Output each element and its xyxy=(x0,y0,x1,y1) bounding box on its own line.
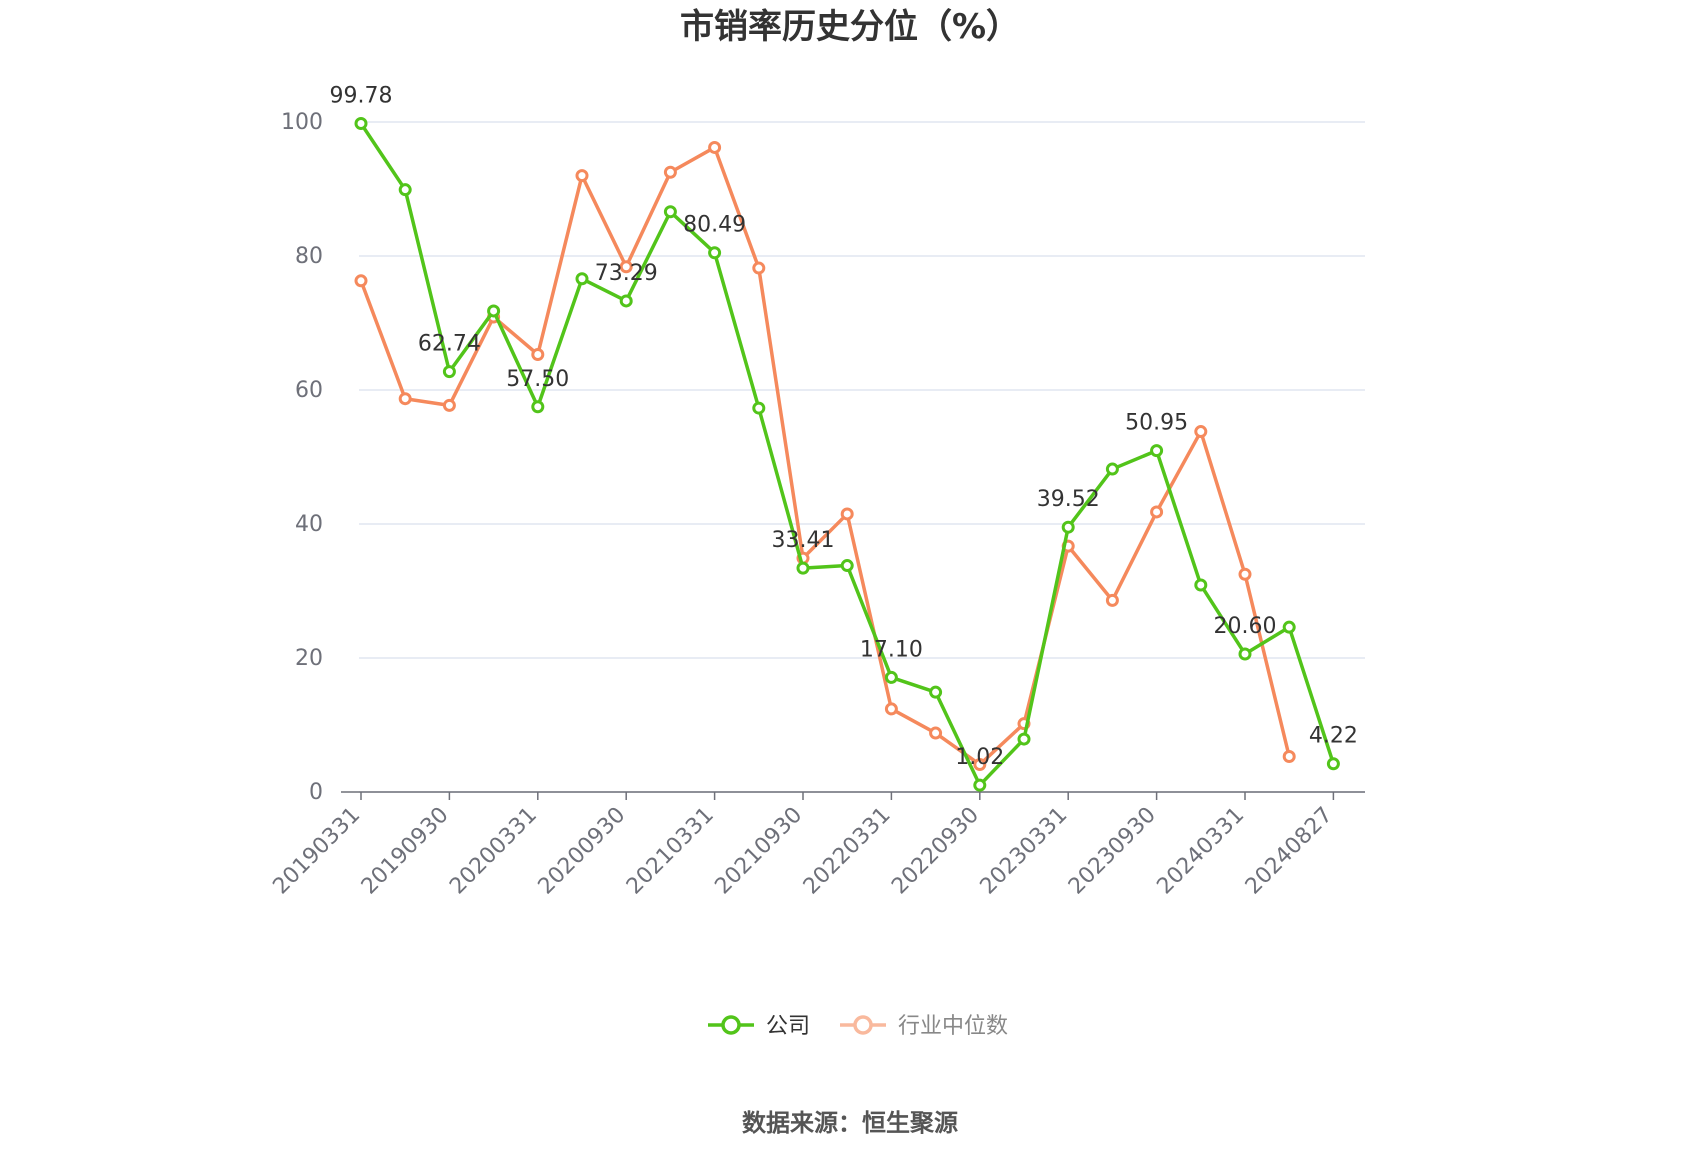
data-point[interactable] xyxy=(442,365,456,379)
data-point[interactable] xyxy=(1194,425,1208,439)
x-tick-label: 20230930 xyxy=(1064,803,1161,900)
data-point[interactable] xyxy=(708,246,722,260)
y-tick-label: 0 xyxy=(309,780,323,805)
data-point[interactable] xyxy=(1282,749,1296,763)
x-tick-label: 20240827 xyxy=(1241,803,1338,900)
data-point[interactable] xyxy=(1238,567,1252,581)
data-point[interactable] xyxy=(1105,593,1119,607)
data-point[interactable] xyxy=(884,702,898,716)
x-tick-label: 20200930 xyxy=(534,803,631,900)
data-point[interactable] xyxy=(929,726,943,740)
data-point[interactable] xyxy=(575,169,589,183)
data-point[interactable] xyxy=(840,507,854,521)
data-point[interactable] xyxy=(929,685,943,699)
data-point[interactable] xyxy=(1017,732,1031,746)
data-point[interactable] xyxy=(619,260,633,274)
source-note: 数据来源：恒生聚源 xyxy=(742,1109,958,1137)
x-tick-label: 20200331 xyxy=(445,803,542,900)
data-point[interactable] xyxy=(752,401,766,415)
data-label: 50.95 xyxy=(1125,411,1188,436)
data-label: 4.22 xyxy=(1309,724,1358,749)
data-label: 20.60 xyxy=(1214,614,1277,639)
data-label: 99.78 xyxy=(330,83,393,108)
x-tick-label: 20190930 xyxy=(357,803,454,900)
data-label: 62.74 xyxy=(418,332,481,357)
x-tick-label: 20190331 xyxy=(268,803,365,900)
series-1 xyxy=(354,140,1296,772)
data-label: 80.49 xyxy=(683,213,746,238)
series-0 xyxy=(354,116,1340,792)
chart-title: 市销率历史分位（%） xyxy=(680,7,1020,47)
data-label: 17.10 xyxy=(860,637,923,662)
legend-label: 公司 xyxy=(766,1014,810,1039)
x-tick-label: 20220930 xyxy=(887,803,984,900)
data-point[interactable] xyxy=(1194,578,1208,592)
data-point[interactable] xyxy=(354,274,368,288)
grid-lines xyxy=(359,121,1365,793)
x-tick-label: 20210930 xyxy=(710,803,807,900)
legend-item-0[interactable]: 公司 xyxy=(708,1014,810,1039)
data-label: 73.29 xyxy=(595,261,658,286)
data-point[interactable] xyxy=(1105,462,1119,476)
data-point[interactable] xyxy=(575,272,589,286)
data-point[interactable] xyxy=(1150,444,1164,458)
data-point[interactable] xyxy=(708,140,722,154)
legend-label: 行业中位数 xyxy=(898,1014,1008,1039)
data-point[interactable] xyxy=(398,392,412,406)
y-tick-label: 100 xyxy=(281,110,323,135)
y-axis: 0 20 40 60 80 100 xyxy=(281,110,323,805)
data-point[interactable] xyxy=(840,559,854,573)
data-point[interactable] xyxy=(487,304,501,318)
data-label: 33.41 xyxy=(772,528,835,553)
data-point[interactable] xyxy=(619,294,633,308)
data-label: 39.52 xyxy=(1037,487,1100,512)
y-tick-label: 20 xyxy=(295,646,323,671)
legend-marker xyxy=(721,1015,741,1035)
data-point[interactable] xyxy=(973,778,987,792)
data-point[interactable] xyxy=(663,165,677,179)
data-point[interactable] xyxy=(752,261,766,275)
series-layer xyxy=(354,116,1340,792)
legend-marker xyxy=(853,1015,873,1035)
data-point[interactable] xyxy=(442,398,456,412)
data-point[interactable] xyxy=(354,116,368,130)
y-tick-label: 80 xyxy=(295,244,323,269)
data-point[interactable] xyxy=(398,183,412,197)
data-point[interactable] xyxy=(796,561,810,575)
legend: 公司 行业中位数 xyxy=(708,1014,1008,1039)
data-point[interactable] xyxy=(531,400,545,414)
data-point[interactable] xyxy=(531,347,545,361)
data-point[interactable] xyxy=(884,670,898,684)
x-tick-label: 20240331 xyxy=(1152,803,1249,900)
data-point[interactable] xyxy=(1061,520,1075,534)
data-labels: 99.78 62.74 57.50 73.29 80.49 33.41 17.10 1.02 3… xyxy=(330,83,1358,770)
data-point[interactable] xyxy=(1326,757,1340,771)
x-axis: 2019033120190930202003312020093020210331… xyxy=(268,791,1365,900)
y-tick-label: 60 xyxy=(295,378,323,403)
legend-item-1[interactable]: 行业中位数 xyxy=(840,1014,1008,1039)
x-tick-label: 20210331 xyxy=(622,803,719,900)
data-label: 57.50 xyxy=(506,367,569,392)
data-point[interactable] xyxy=(973,758,987,772)
x-tick-label: 20230331 xyxy=(976,803,1073,900)
data-point[interactable] xyxy=(663,205,677,219)
data-point[interactable] xyxy=(1238,647,1252,661)
y-tick-label: 40 xyxy=(295,512,323,537)
data-label: 1.02 xyxy=(955,745,1004,770)
x-tick-label: 20220331 xyxy=(799,803,896,900)
series-line xyxy=(359,145,1291,767)
data-point[interactable] xyxy=(1150,505,1164,519)
data-point[interactable] xyxy=(1282,620,1296,634)
